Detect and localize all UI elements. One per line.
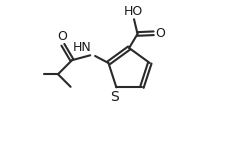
Text: O: O [57,30,67,43]
Text: S: S [110,90,119,104]
Text: HO: HO [123,5,142,18]
Text: HN: HN [72,41,91,54]
Text: O: O [155,27,164,40]
